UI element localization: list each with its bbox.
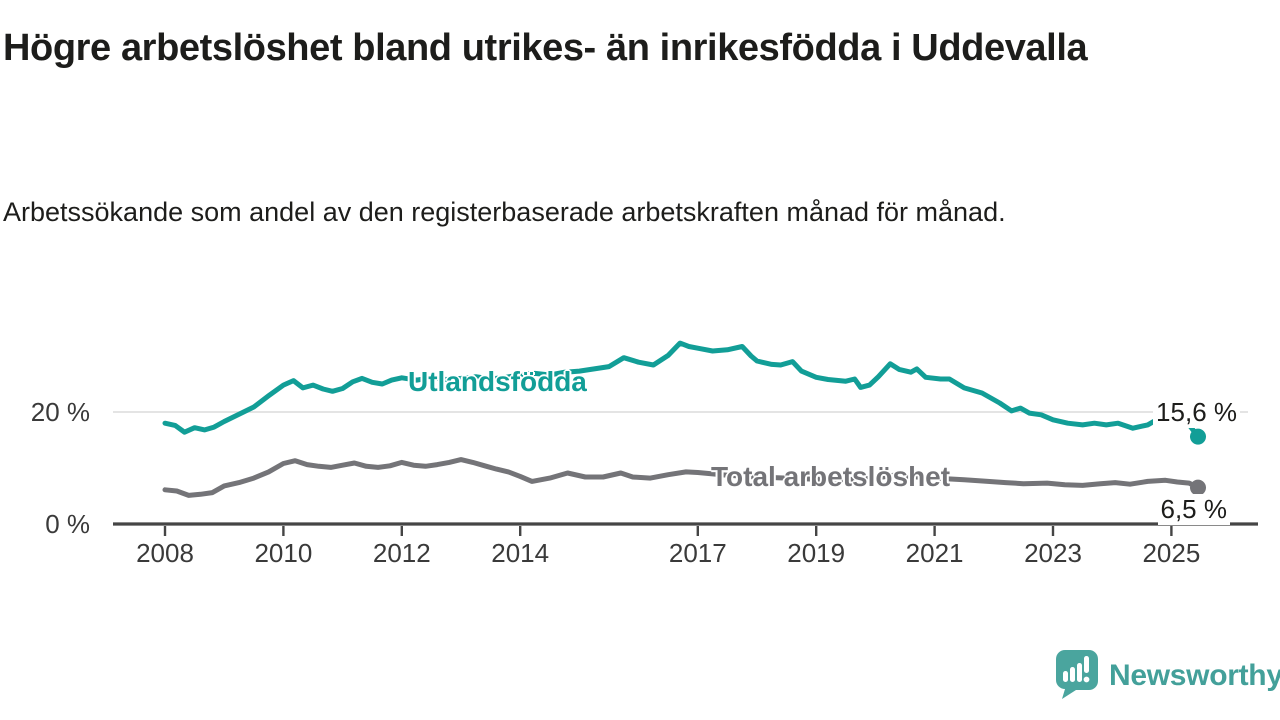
series-label-utlandsfodda: Utlandsfödda xyxy=(408,366,587,397)
bar-small xyxy=(1063,671,1068,682)
series-line-total-arbetsloshet xyxy=(162,457,1201,498)
x-tick-label-2010: 2010 xyxy=(254,538,312,568)
x-tick-label-2025: 2025 xyxy=(1142,538,1200,568)
x-tick-label-2019: 2019 xyxy=(787,538,845,568)
y-tick-label-0: 0 % xyxy=(45,509,90,539)
y-tick-label-20: 20 % xyxy=(31,397,90,427)
newsworthy-logo-icon xyxy=(1056,650,1098,699)
newsworthy-logo: Newsworthy xyxy=(1053,648,1280,702)
x-tick-label-2008: 2008 xyxy=(136,538,194,568)
series-line-utlandsfodda xyxy=(162,340,1201,440)
exclamation-dot xyxy=(1083,676,1090,683)
bar-medium xyxy=(1070,667,1075,682)
end-dot-total-arbetsloshet xyxy=(1190,479,1206,496)
end-value-label-total-arbetsloshet: 6,5 % xyxy=(1157,494,1230,525)
x-tick-label-2023: 2023 xyxy=(1024,538,1082,568)
page-title: Högre arbetslöshet bland utrikes- än inr… xyxy=(3,27,1088,69)
x-tick-label-2012: 2012 xyxy=(373,538,431,568)
end-value-label-utlandsfodda: 15,6 % xyxy=(1153,397,1240,428)
x-tick-label-2021: 2021 xyxy=(906,538,964,568)
x-tick-label-2017: 2017 xyxy=(669,538,727,568)
chart-subtitle: Arbetssökande som andel av den registerb… xyxy=(3,197,1006,227)
bar-large xyxy=(1077,663,1082,682)
end-dot-utlandsfodda xyxy=(1190,428,1206,445)
x-tick-label-2014: 2014 xyxy=(491,538,549,568)
series-label-total-arbetsloshet: Total arbetslöshet xyxy=(711,461,951,492)
newsworthy-logo-text: Newsworthy xyxy=(1109,659,1280,692)
exclamation-stem xyxy=(1084,656,1089,673)
